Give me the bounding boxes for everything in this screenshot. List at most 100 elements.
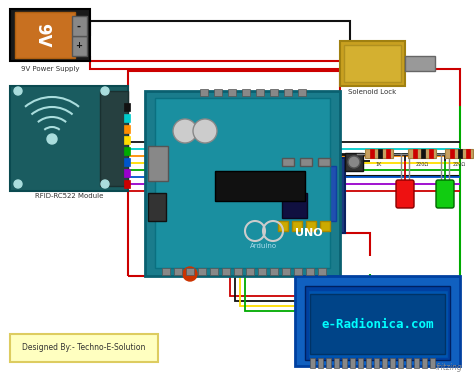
Bar (186, 268, 194, 275)
Circle shape (101, 87, 109, 95)
Bar (10, 334, 158, 362)
Bar (124, 169, 130, 177)
Bar (124, 114, 130, 122)
Bar (344, 45, 401, 82)
Bar (258, 268, 266, 275)
FancyBboxPatch shape (436, 180, 454, 208)
Bar (292, 221, 302, 231)
Bar (282, 268, 290, 275)
Bar (124, 147, 130, 155)
Bar (145, 91, 340, 276)
Bar (318, 358, 323, 368)
Bar (306, 221, 316, 231)
Bar (305, 286, 450, 360)
Bar (430, 358, 435, 368)
Bar (413, 149, 417, 158)
Circle shape (348, 156, 360, 168)
Text: -: - (77, 22, 81, 32)
Bar (408, 149, 436, 158)
Bar (278, 221, 288, 231)
Bar (282, 193, 307, 218)
Bar (228, 89, 236, 96)
Bar (215, 171, 305, 201)
Circle shape (101, 180, 109, 188)
Bar (124, 136, 130, 144)
Bar (320, 221, 330, 231)
Text: Designed By:- Techno-E-Solution: Designed By:- Techno-E-Solution (22, 344, 146, 353)
Bar (345, 153, 363, 171)
Bar (270, 89, 278, 96)
Text: +: + (75, 41, 82, 50)
Bar (405, 56, 435, 71)
Bar (210, 268, 218, 275)
Bar (15, 12, 75, 58)
Bar (198, 268, 206, 275)
Text: e-Radionica.com: e-Radionica.com (322, 317, 434, 331)
Bar (342, 358, 347, 368)
Bar (414, 358, 419, 368)
Bar (450, 149, 454, 158)
Circle shape (183, 267, 197, 281)
Bar (222, 268, 230, 275)
Circle shape (173, 119, 197, 143)
Bar (374, 358, 379, 368)
Bar (242, 89, 250, 96)
Text: Arduino: Arduino (250, 243, 278, 249)
Bar (378, 149, 382, 158)
Text: 1K: 1K (376, 162, 382, 167)
Bar (382, 358, 387, 368)
Bar (298, 89, 306, 96)
Bar (398, 358, 403, 368)
Bar (300, 158, 312, 166)
Bar (390, 358, 395, 368)
Bar (256, 89, 264, 96)
Bar (466, 149, 470, 158)
Bar (124, 180, 130, 188)
Bar (295, 276, 460, 366)
Bar (284, 89, 292, 96)
FancyBboxPatch shape (396, 180, 414, 208)
Bar (234, 268, 242, 275)
Bar (340, 41, 405, 86)
Bar (162, 268, 170, 275)
Bar (318, 158, 330, 166)
Circle shape (47, 134, 57, 144)
Bar (72, 16, 87, 36)
Bar (310, 358, 315, 368)
Bar (10, 9, 90, 61)
Bar (308, 290, 448, 358)
Text: 9V Power Supply: 9V Power Supply (21, 66, 79, 72)
Bar (350, 358, 355, 368)
Bar (366, 358, 371, 368)
Bar (124, 158, 130, 166)
Bar (246, 268, 254, 275)
Bar (306, 268, 314, 275)
Text: UNO: UNO (295, 228, 323, 238)
Bar (334, 358, 339, 368)
Bar (370, 149, 374, 158)
Text: RFID-RC522 Module: RFID-RC522 Module (35, 193, 103, 199)
Text: fritzing: fritzing (435, 363, 462, 372)
Bar (270, 158, 345, 233)
Bar (124, 103, 130, 111)
Bar (406, 358, 411, 368)
Bar (278, 166, 336, 221)
Circle shape (14, 87, 22, 95)
Bar (214, 89, 222, 96)
Bar (310, 294, 445, 354)
Bar (358, 358, 363, 368)
Text: Solenoid Lock: Solenoid Lock (348, 89, 396, 95)
Bar (10, 86, 128, 191)
Bar (365, 149, 393, 158)
Text: 220Ω: 220Ω (453, 162, 465, 167)
Text: 220Ω: 220Ω (415, 162, 428, 167)
Bar (422, 358, 427, 368)
Bar (421, 149, 425, 158)
Bar (200, 89, 208, 96)
Bar (458, 149, 462, 158)
Bar (100, 91, 128, 186)
Bar (174, 268, 182, 275)
Bar (148, 193, 166, 221)
Bar (282, 158, 294, 166)
Text: 9V: 9V (33, 23, 51, 47)
